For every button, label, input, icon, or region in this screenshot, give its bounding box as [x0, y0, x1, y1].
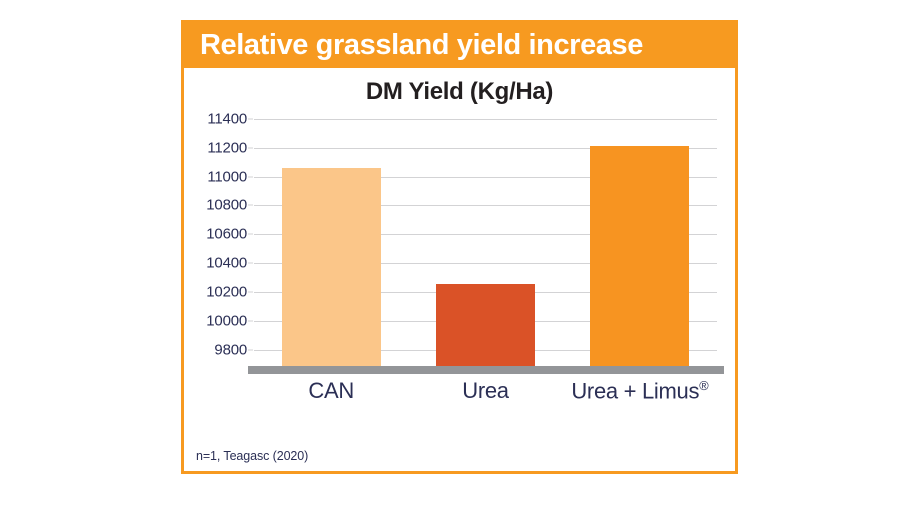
chart-ytick-mark	[248, 233, 253, 235]
chart-gridline	[254, 205, 717, 207]
chart-gridline	[254, 119, 717, 120]
chart-plot-area: 11400 11200 11000 10800 10600 10400 10200 10000…	[206, 111, 717, 366]
chart-ytick-mark	[248, 147, 253, 149]
chart-category-label: Urea	[462, 378, 509, 403]
chart-title: DM Yield (Kg/Ha)	[365, 78, 554, 105]
card-body: DM Yield (Kg/Ha) 11400 11200 11000 10800 106…	[184, 68, 735, 471]
chart-gridline	[254, 263, 717, 265]
chart-ytick-mark	[248, 262, 253, 264]
chart-category-label: Urea + Limus®	[571, 378, 709, 404]
chart-ytick-mark	[248, 291, 253, 293]
chart-ytick-mark	[248, 204, 253, 206]
chart-ytick-label: 9800	[214, 341, 247, 359]
chart-bar	[281, 168, 381, 366]
chart-card: Relative grassland yield increase DM Yie…	[181, 20, 738, 474]
chart-ytick-mark	[248, 320, 253, 322]
chart-ytick-mark	[248, 118, 253, 120]
card-header: Relative grassland yield increase	[184, 23, 735, 68]
chart-ytick-label: 11000	[207, 168, 247, 186]
chart-ytick-mark	[248, 349, 253, 351]
chart-ytick-label: 10600	[206, 225, 247, 243]
card-header-title: Relative grassland yield increase	[200, 29, 643, 61]
chart-footnote: n=1, Teagasc (2020)	[196, 449, 309, 463]
chart-category-labels: CAN Urea Urea + Limus®	[254, 378, 717, 408]
chart-ytick-label: 10200	[206, 283, 247, 301]
chart-ytick-label: 10800	[206, 196, 247, 214]
chart-ytick-label: 11400	[207, 110, 247, 128]
chart-ytick-label: 10400	[206, 254, 247, 272]
chart-ytick-label: 11200	[207, 139, 247, 157]
chart-ytick-label: 10000	[206, 312, 247, 330]
chart-gridline	[254, 147, 717, 149]
chart-bar	[436, 284, 535, 366]
chart-bar	[590, 145, 690, 366]
chart-category-label: CAN	[308, 378, 354, 403]
chart-baseline	[248, 366, 724, 374]
chart-ytick-mark	[248, 176, 253, 178]
chart-gridline	[254, 234, 717, 236]
chart-gridline	[254, 176, 717, 178]
